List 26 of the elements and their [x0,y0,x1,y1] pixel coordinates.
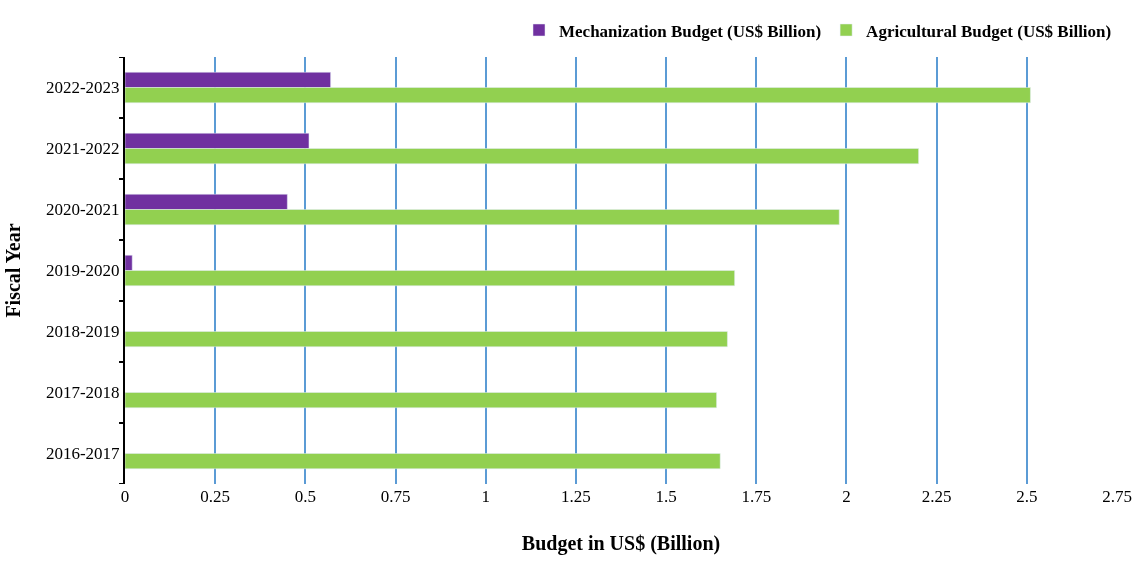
legend-label: Agricultural Budget (US$ Billion) [866,21,1112,41]
x-tick-label: 2 [842,487,851,506]
y-tick-label: 2018-2019 [45,322,120,342]
x-tick-label: 1 [481,487,490,506]
bar [125,331,728,347]
x-tick-label: 1.25 [561,487,591,506]
x-tick-label: 1.5 [655,487,677,506]
x-axis-title: Budget in US$ (Billion) [521,531,721,555]
y-tick-label: 2020-2021 [45,200,120,220]
y-tick-label: 2019-2020 [45,261,120,281]
x-tick-label: 1.75 [741,487,772,506]
bar [125,392,717,408]
x-tick-label: 2.75 [1102,487,1132,506]
x-tick-label: 0.75 [380,487,411,506]
x-tick-label: 2.25 [921,487,952,506]
y-tick-label: 2021-2022 [45,139,120,159]
y-axis-title: Fiscal Year [1,223,24,318]
legend-label: Mechanization Budget (US$ Billion) [559,21,822,41]
x-tick-label: 0.25 [200,487,231,506]
y-tick-label: 2016-2017 [45,444,121,464]
x-tick-label: 0 [120,487,130,506]
y-tick-label: 2017-2018 [45,383,120,403]
bar [125,453,721,469]
x-tick-label: 2.5 [1016,487,1038,506]
x-tick-label: 0.5 [294,487,316,506]
y-tick-label: 2022-2023 [45,78,120,98]
